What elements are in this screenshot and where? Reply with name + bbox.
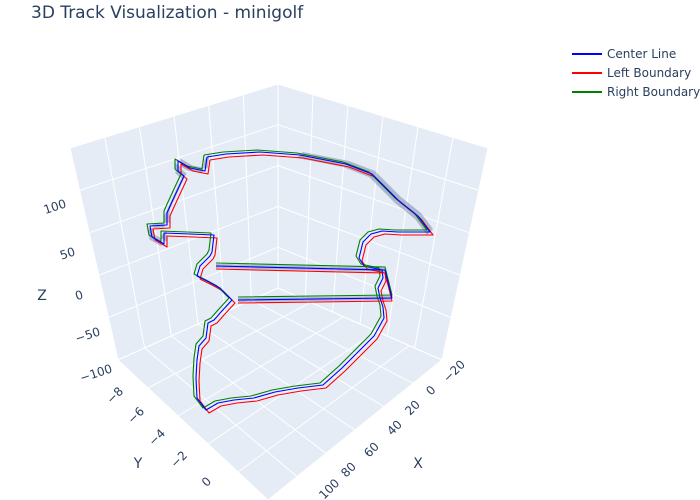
y-tick-label: −2 xyxy=(168,448,190,470)
z-tick-label: −50 xyxy=(74,325,102,346)
z-tick-label: 0 xyxy=(73,288,85,304)
y-tick-label: −8 xyxy=(104,384,126,406)
legend-item-left-boundary[interactable]: Left Boundary xyxy=(572,64,691,82)
x-tick-label: 20 xyxy=(402,397,423,418)
gridline xyxy=(108,246,279,319)
gridline xyxy=(69,83,279,149)
gridlines xyxy=(69,83,489,500)
z-tick-label: −100 xyxy=(78,362,114,386)
gridline xyxy=(242,94,252,301)
legend-label: Right Boundary xyxy=(607,85,700,99)
legend-item-right-boundary[interactable]: Right Boundary xyxy=(572,83,700,101)
gridline xyxy=(277,165,470,234)
gridline xyxy=(207,330,377,445)
gridline xyxy=(224,311,385,408)
gridline xyxy=(414,137,454,349)
z-tick-label: 50 xyxy=(58,245,77,263)
gridline xyxy=(237,345,410,473)
back-wall-right xyxy=(278,84,488,360)
legend-swatch-green xyxy=(572,91,602,93)
gridline xyxy=(332,105,349,313)
gridline xyxy=(173,115,199,325)
x-tick-label: 60 xyxy=(361,439,382,460)
back-wall-left xyxy=(70,84,278,360)
gridline xyxy=(267,359,443,500)
gridline xyxy=(147,301,312,389)
gridline xyxy=(138,126,172,337)
y-tick-label: 0 xyxy=(199,474,214,489)
gridline xyxy=(277,205,461,276)
gridline xyxy=(69,147,119,361)
gridline xyxy=(277,83,489,149)
chart-title: 3D Track Visualization - minigolf xyxy=(31,3,304,23)
gridline xyxy=(177,316,344,417)
center-line xyxy=(149,151,431,411)
gridline xyxy=(117,359,269,500)
x-tick-label: 40 xyxy=(384,417,405,438)
legend-item-center-line[interactable]: Center Line xyxy=(572,45,676,63)
x-tick-label: 0 xyxy=(423,383,438,398)
legend-swatch-red xyxy=(572,72,602,74)
gridline xyxy=(144,347,298,478)
z-tick-label: 100 xyxy=(42,197,68,217)
gridline xyxy=(208,105,226,313)
x-tick-label: 80 xyxy=(338,459,359,480)
gridline xyxy=(89,165,279,234)
center-crossing-line xyxy=(215,265,393,301)
right-boundary-line xyxy=(146,149,428,409)
legend-swatch-blue xyxy=(572,53,602,55)
gridline xyxy=(441,147,489,361)
gridline xyxy=(277,287,443,361)
gridline xyxy=(359,115,384,325)
y-axis-title: Y xyxy=(133,456,143,472)
x-tick-label: −20 xyxy=(440,357,468,385)
y-tick-label: −6 xyxy=(125,404,147,426)
legend-label: Left Boundary xyxy=(607,66,692,80)
left-boundary-crossing-line xyxy=(215,268,393,304)
gridline xyxy=(251,299,414,384)
x-axis-title: X xyxy=(413,456,423,472)
track-lines xyxy=(146,149,434,414)
z-axis-title: Z xyxy=(37,288,47,304)
y-tick-label: −4 xyxy=(146,426,168,448)
gridline xyxy=(104,137,146,349)
gridline xyxy=(277,124,479,191)
gridline xyxy=(197,323,356,431)
gridline xyxy=(277,246,452,319)
right-boundary-crossing-line xyxy=(215,262,393,298)
gridline xyxy=(79,124,279,191)
legend-label: Center Line xyxy=(607,47,677,61)
track-ribbon-right-section xyxy=(297,152,433,235)
x-tick-label: 100 xyxy=(316,476,342,500)
left-boundary-line xyxy=(152,154,434,414)
gridline xyxy=(304,94,314,301)
gridline xyxy=(98,205,279,276)
